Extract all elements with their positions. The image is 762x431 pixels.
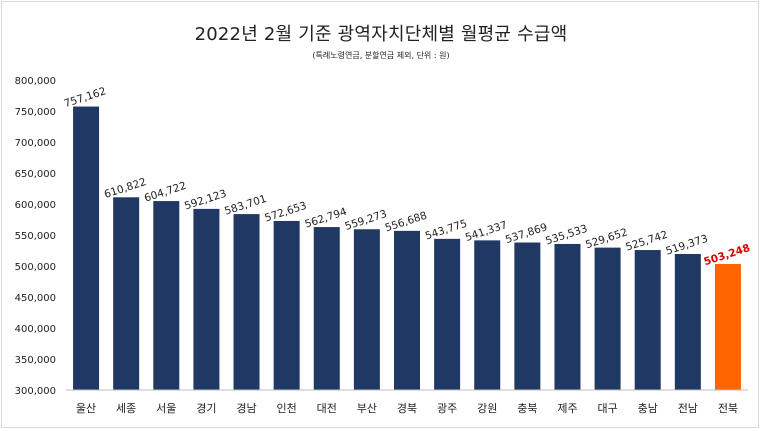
y-tick-label: 400,000 — [15, 324, 56, 335]
x-category-label: 충남 — [638, 402, 658, 415]
y-tick-label: 500,000 — [15, 262, 56, 273]
bar-value-label: 559,273 — [343, 208, 388, 233]
bar — [554, 243, 581, 390]
y-tick-label: 350,000 — [15, 355, 56, 366]
bar — [313, 227, 340, 390]
bar — [434, 238, 461, 390]
bar — [674, 253, 701, 390]
y-tick-label: 800,000 — [15, 76, 56, 87]
bar-value-label: 562,794 — [303, 206, 348, 231]
y-tick-label: 450,000 — [15, 293, 56, 304]
bar-value-label: 572,653 — [263, 200, 308, 225]
bar — [73, 106, 100, 390]
bar — [233, 214, 260, 390]
x-category-label: 세종 — [116, 402, 136, 415]
bars-group — [73, 106, 741, 390]
bar-highlight — [714, 263, 741, 390]
bar-value-label: 556,688 — [384, 210, 429, 235]
y-tick-label: 750,000 — [15, 107, 56, 118]
x-category-label: 인천 — [277, 401, 297, 415]
bar-value-label: 592,123 — [183, 188, 228, 213]
bar-value-label: 583,701 — [223, 193, 268, 218]
chart-title: 2022년 2월 기준 광역자치단체별 월평균 수급액 — [194, 24, 568, 45]
bar-value-label: 537,869 — [504, 221, 549, 246]
y-tick-label: 650,000 — [15, 169, 56, 180]
y-tick-label: 300,000 — [15, 386, 56, 397]
x-axis-labels: 울산 세종 서울 경기 경남 인천 대전 부산 경북 광주 강원 충북 제주 대구 충남 전남 전북 — [76, 401, 738, 415]
bar — [113, 197, 140, 390]
x-category-label: 울산 — [76, 402, 96, 415]
x-category-label: 경기 — [196, 402, 216, 415]
bar — [394, 230, 420, 390]
bar — [594, 247, 621, 390]
chart-subtitle: (특례노령연금, 분할연금 제외, 단위 : 원) — [312, 51, 450, 60]
bar-value-label: 543,775 — [424, 218, 469, 243]
bar — [634, 250, 661, 390]
x-category-label: 제주 — [557, 402, 577, 415]
bar — [273, 220, 300, 390]
bar-value-label: 610,822 — [103, 176, 148, 201]
y-tick-label: 700,000 — [15, 138, 56, 149]
bar — [474, 240, 501, 390]
x-category-label: 강원 — [477, 402, 497, 415]
x-category-label: 서울 — [156, 402, 176, 415]
x-category-label: 전북 — [718, 402, 738, 415]
y-axis-ticks: 300,000 350,000 400,000 450,000 500,000 550,0… — [15, 76, 56, 397]
bar — [353, 229, 380, 390]
bar-value-label: 519,373 — [664, 233, 709, 258]
bar-value-label: 525,742 — [624, 229, 669, 254]
bar-value-label: 604,722 — [143, 180, 188, 205]
x-category-label: 전남 — [678, 402, 698, 415]
x-category-label: 대구 — [597, 402, 617, 415]
x-category-label: 충북 — [517, 402, 537, 415]
bar — [193, 208, 220, 390]
x-category-label: 대전 — [317, 402, 337, 415]
x-category-label: 경남 — [236, 402, 256, 415]
x-category-label: 경북 — [397, 402, 417, 415]
x-category-label: 광주 — [437, 402, 457, 415]
bar-value-label: 535,533 — [544, 223, 589, 248]
bar-value-label: 529,652 — [584, 226, 629, 251]
y-tick-label: 600,000 — [15, 200, 56, 211]
bar-value-label: 541,337 — [464, 219, 509, 244]
bar-value-label: 757,162 — [63, 85, 108, 110]
bar — [514, 242, 541, 390]
y-tick-label: 550,000 — [15, 231, 56, 242]
x-category-label: 부산 — [357, 402, 377, 415]
bar — [153, 201, 180, 390]
